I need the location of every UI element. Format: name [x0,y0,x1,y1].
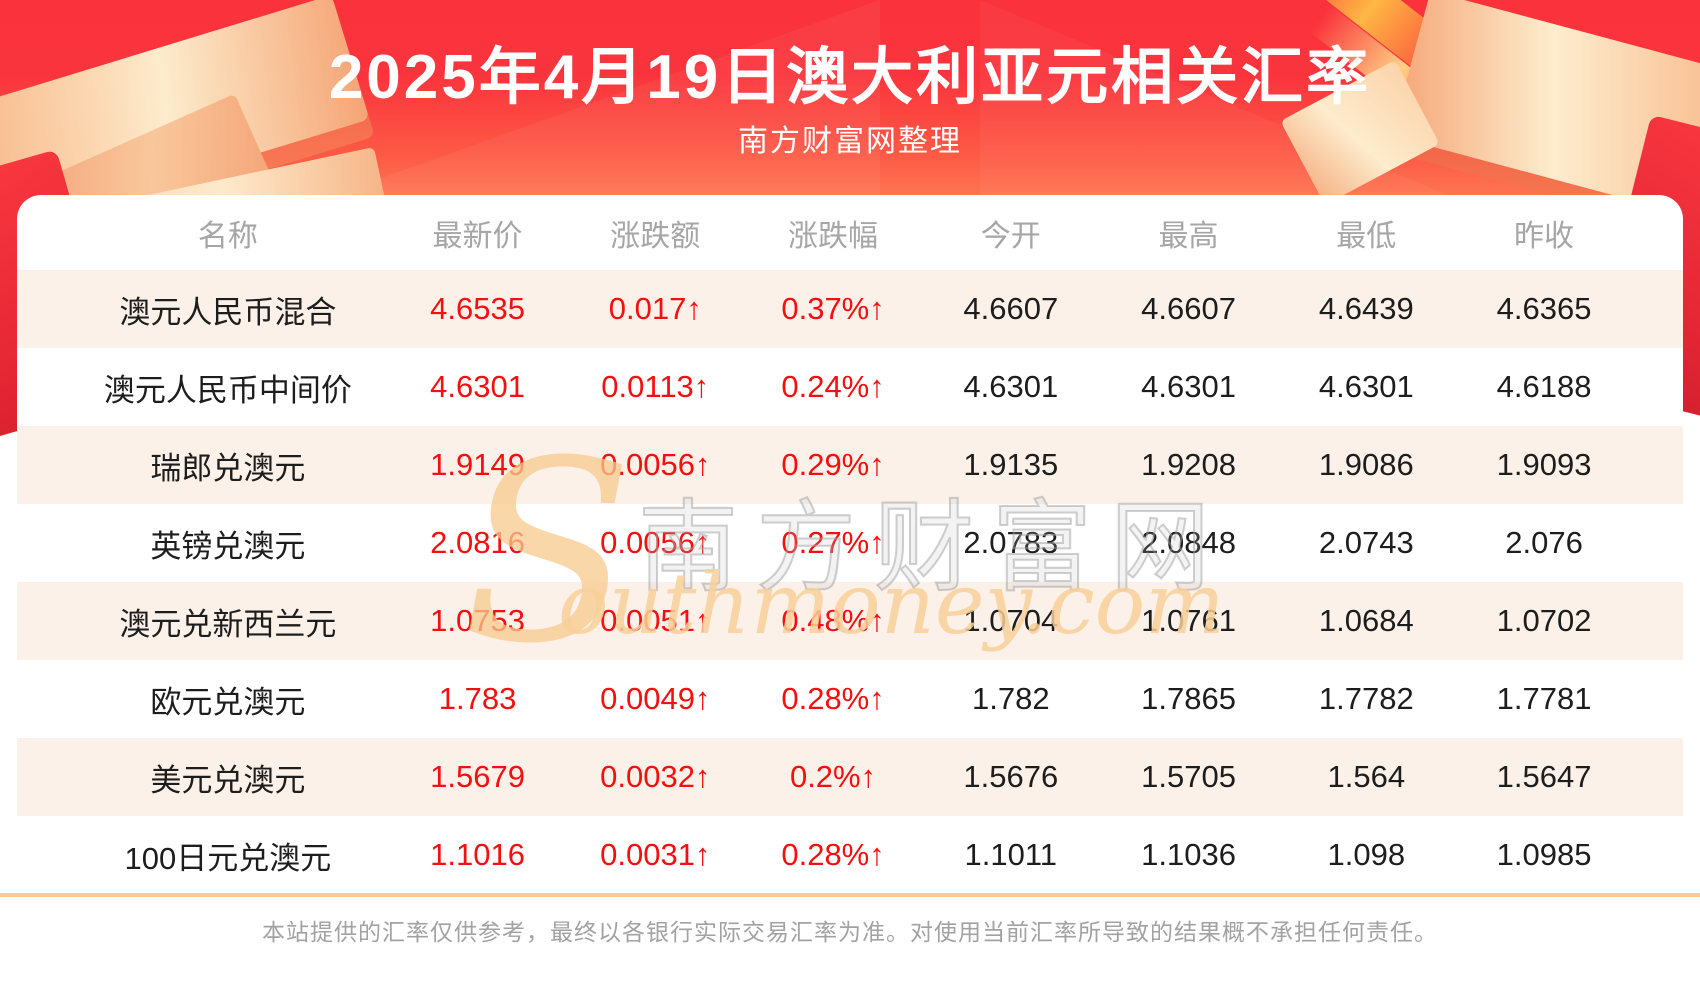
column-header-prev-close: 昨收 [1514,219,1575,253]
change-amount: 0.0031↑ [600,837,711,872]
table-row: 澳元人民币混合 4.6535 0.017↑ 0.37%↑ 4.6607 4.66… [17,270,1683,348]
latest-price: 1.0753 [430,603,525,638]
change-amount: 0.0051↑ [600,603,711,638]
change-percent: 0.24%↑ [781,369,885,404]
latest-price: 1.1016 [430,837,525,872]
change-percent: 0.27%↑ [781,525,885,560]
change-amount: 0.0032↑ [600,759,711,794]
column-header-high: 最高 [1158,219,1219,253]
low-price: 4.6301 [1318,369,1414,404]
prev-close: 1.0702 [1496,603,1592,638]
prev-close: 1.9093 [1496,447,1592,482]
pair-name: 英镑兑澳元 [150,528,306,564]
open-price: 1.5676 [963,759,1059,794]
table-header-row: 名称 最新价 涨跌额 涨跌幅 今开 最高 最低 昨收 [17,195,1683,270]
latest-price: 1.783 [438,681,517,716]
pair-name: 100日元兑澳元 [124,840,332,876]
table-row: 瑞郎兑澳元 1.9149 0.0056↑ 0.29%↑ 1.9135 1.920… [17,426,1683,504]
high-price: 4.6301 [1141,369,1236,404]
pair-name: 欧元兑澳元 [150,684,306,720]
prev-close: 2.076 [1505,525,1583,560]
open-price: 4.6607 [963,291,1059,326]
table-row: 美元兑澳元 1.5679 0.0032↑ 0.2%↑ 1.5676 1.5705… [17,738,1683,816]
pair-name: 瑞郎兑澳元 [150,450,306,486]
change-amount: 0.017↑ [608,291,702,326]
open-price: 1.0704 [963,603,1059,638]
prev-close: 4.6365 [1496,291,1592,326]
latest-price: 1.9149 [430,447,525,482]
high-price: 2.0848 [1141,525,1236,560]
prev-close: 1.0985 [1496,837,1592,872]
high-price: 1.1036 [1141,837,1236,872]
latest-price: 1.5679 [430,759,525,794]
high-price: 1.0761 [1141,603,1236,638]
column-header-change: 涨跌额 [610,219,701,253]
exchange-rate-table: 名称 最新价 涨跌额 涨跌幅 今开 最高 最低 昨收 澳元人民币混合 4.653… [17,195,1683,894]
low-price: 1.0684 [1318,603,1414,638]
pair-name: 澳元人民币混合 [119,294,337,330]
page-subtitle: 南方财富网整理 [738,125,962,158]
change-percent: 0.37%↑ [781,291,885,326]
prev-close: 4.6188 [1496,369,1592,404]
open-price: 1.782 [972,681,1050,716]
high-price: 4.6607 [1141,291,1236,326]
low-price: 1.7782 [1318,681,1414,716]
table-row: 欧元兑澳元 1.783 0.0049↑ 0.28%↑ 1.782 1.7865 … [17,660,1683,738]
change-amount: 0.0049↑ [600,681,711,716]
column-header-name: 名称 [197,219,258,253]
footer-divider [0,893,1700,897]
high-price: 1.5705 [1141,759,1236,794]
high-price: 1.7865 [1141,681,1236,716]
change-percent: 0.29%↑ [781,447,885,482]
open-price: 1.1011 [964,837,1058,872]
change-amount: 0.0113↑ [601,369,710,404]
low-price: 4.6439 [1318,291,1414,326]
table-row: 英镑兑澳元 2.0816 0.0056↑ 0.27%↑ 2.0783 2.084… [17,504,1683,582]
prev-close: 1.7781 [1496,681,1592,716]
open-price: 2.0783 [963,525,1059,560]
change-amount: 0.0056↑ [600,447,711,482]
change-percent: 0.28%↑ [781,837,885,872]
change-percent: 0.28%↑ [781,681,885,716]
open-price: 1.9135 [963,447,1059,482]
low-price: 1.564 [1327,759,1406,794]
prev-close: 1.5647 [1496,759,1592,794]
pair-name: 美元兑澳元 [150,762,306,798]
latest-price: 2.0816 [430,525,525,560]
pair-name: 澳元人民币中间价 [103,372,352,408]
change-amount: 0.0056↑ [600,525,711,560]
high-price: 1.9208 [1141,447,1236,482]
column-header-change-percent: 涨跌幅 [788,219,879,253]
low-price: 1.9086 [1318,447,1414,482]
table-row: 澳元兑新西兰元 1.0753 0.0051↑ 0.48%↑ 1.0704 1.0… [17,582,1683,660]
page-title: 2025年4月19日澳大利亚元相关汇率 [328,43,1372,112]
low-price: 1.098 [1327,837,1406,872]
table-row: 100日元兑澳元 1.1016 0.0031↑ 0.28%↑ 1.1011 1.… [17,816,1683,894]
footer-disclaimer: 本站提供的汇率仅供参考，最终以各银行实际交易汇率为准。对使用当前汇率所导致的结果… [262,919,1438,945]
column-header-open: 今开 [980,219,1041,253]
low-price: 2.0743 [1318,525,1414,560]
latest-price: 4.6535 [430,291,525,326]
open-price: 4.6301 [963,369,1059,404]
change-percent: 0.48%↑ [781,603,885,638]
change-percent: 0.2%↑ [789,759,877,794]
pair-name: 澳元兑新西兰元 [119,606,337,642]
column-header-low: 最低 [1336,219,1397,253]
column-header-latest: 最新价 [432,219,523,253]
table-row: 澳元人民币中间价 4.6301 0.0113↑ 0.24%↑ 4.6301 4.… [17,348,1683,426]
latest-price: 4.6301 [430,369,525,404]
